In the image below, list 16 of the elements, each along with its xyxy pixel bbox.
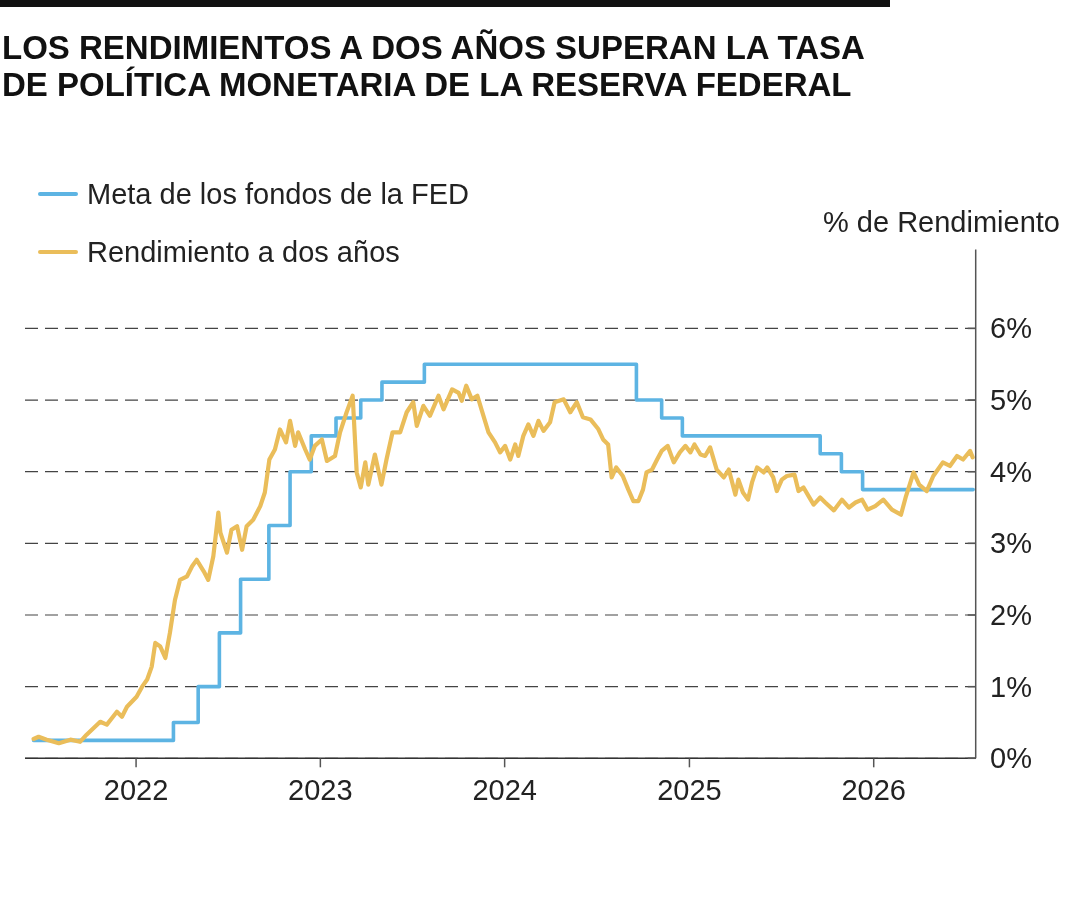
y-tick-label: 4% [990, 455, 1032, 488]
chart-title: LOS RENDIMIENTOS A DOS AÑOS SUPERAN LA TASA DE POLÍTICA MONETARIA DE LA RESERVA FEDERAL [2, 29, 865, 103]
y-tick-label: 2% [990, 599, 1032, 631]
y-axis-title: % de Rendimiento [823, 206, 1060, 238]
x-tick-label: 2022 [103, 774, 169, 807]
y-tick-label: 3% [990, 527, 1032, 560]
y-tick-label: 5% [990, 384, 1032, 417]
x-tick-label: 2024 [472, 774, 537, 807]
y-tick-label: 1% [990, 670, 1032, 703]
legend-label: Rendimiento a dos años [87, 236, 400, 268]
y-tick-label: 0% [990, 742, 1032, 775]
legend-label: Meta de los fondos de la FED [87, 178, 470, 210]
x-tick-label: 2023 [288, 774, 353, 807]
x-tick-label: 2026 [841, 774, 906, 807]
x-tick-label: 2025 [657, 774, 722, 807]
y-tick-label: 6% [990, 312, 1032, 345]
